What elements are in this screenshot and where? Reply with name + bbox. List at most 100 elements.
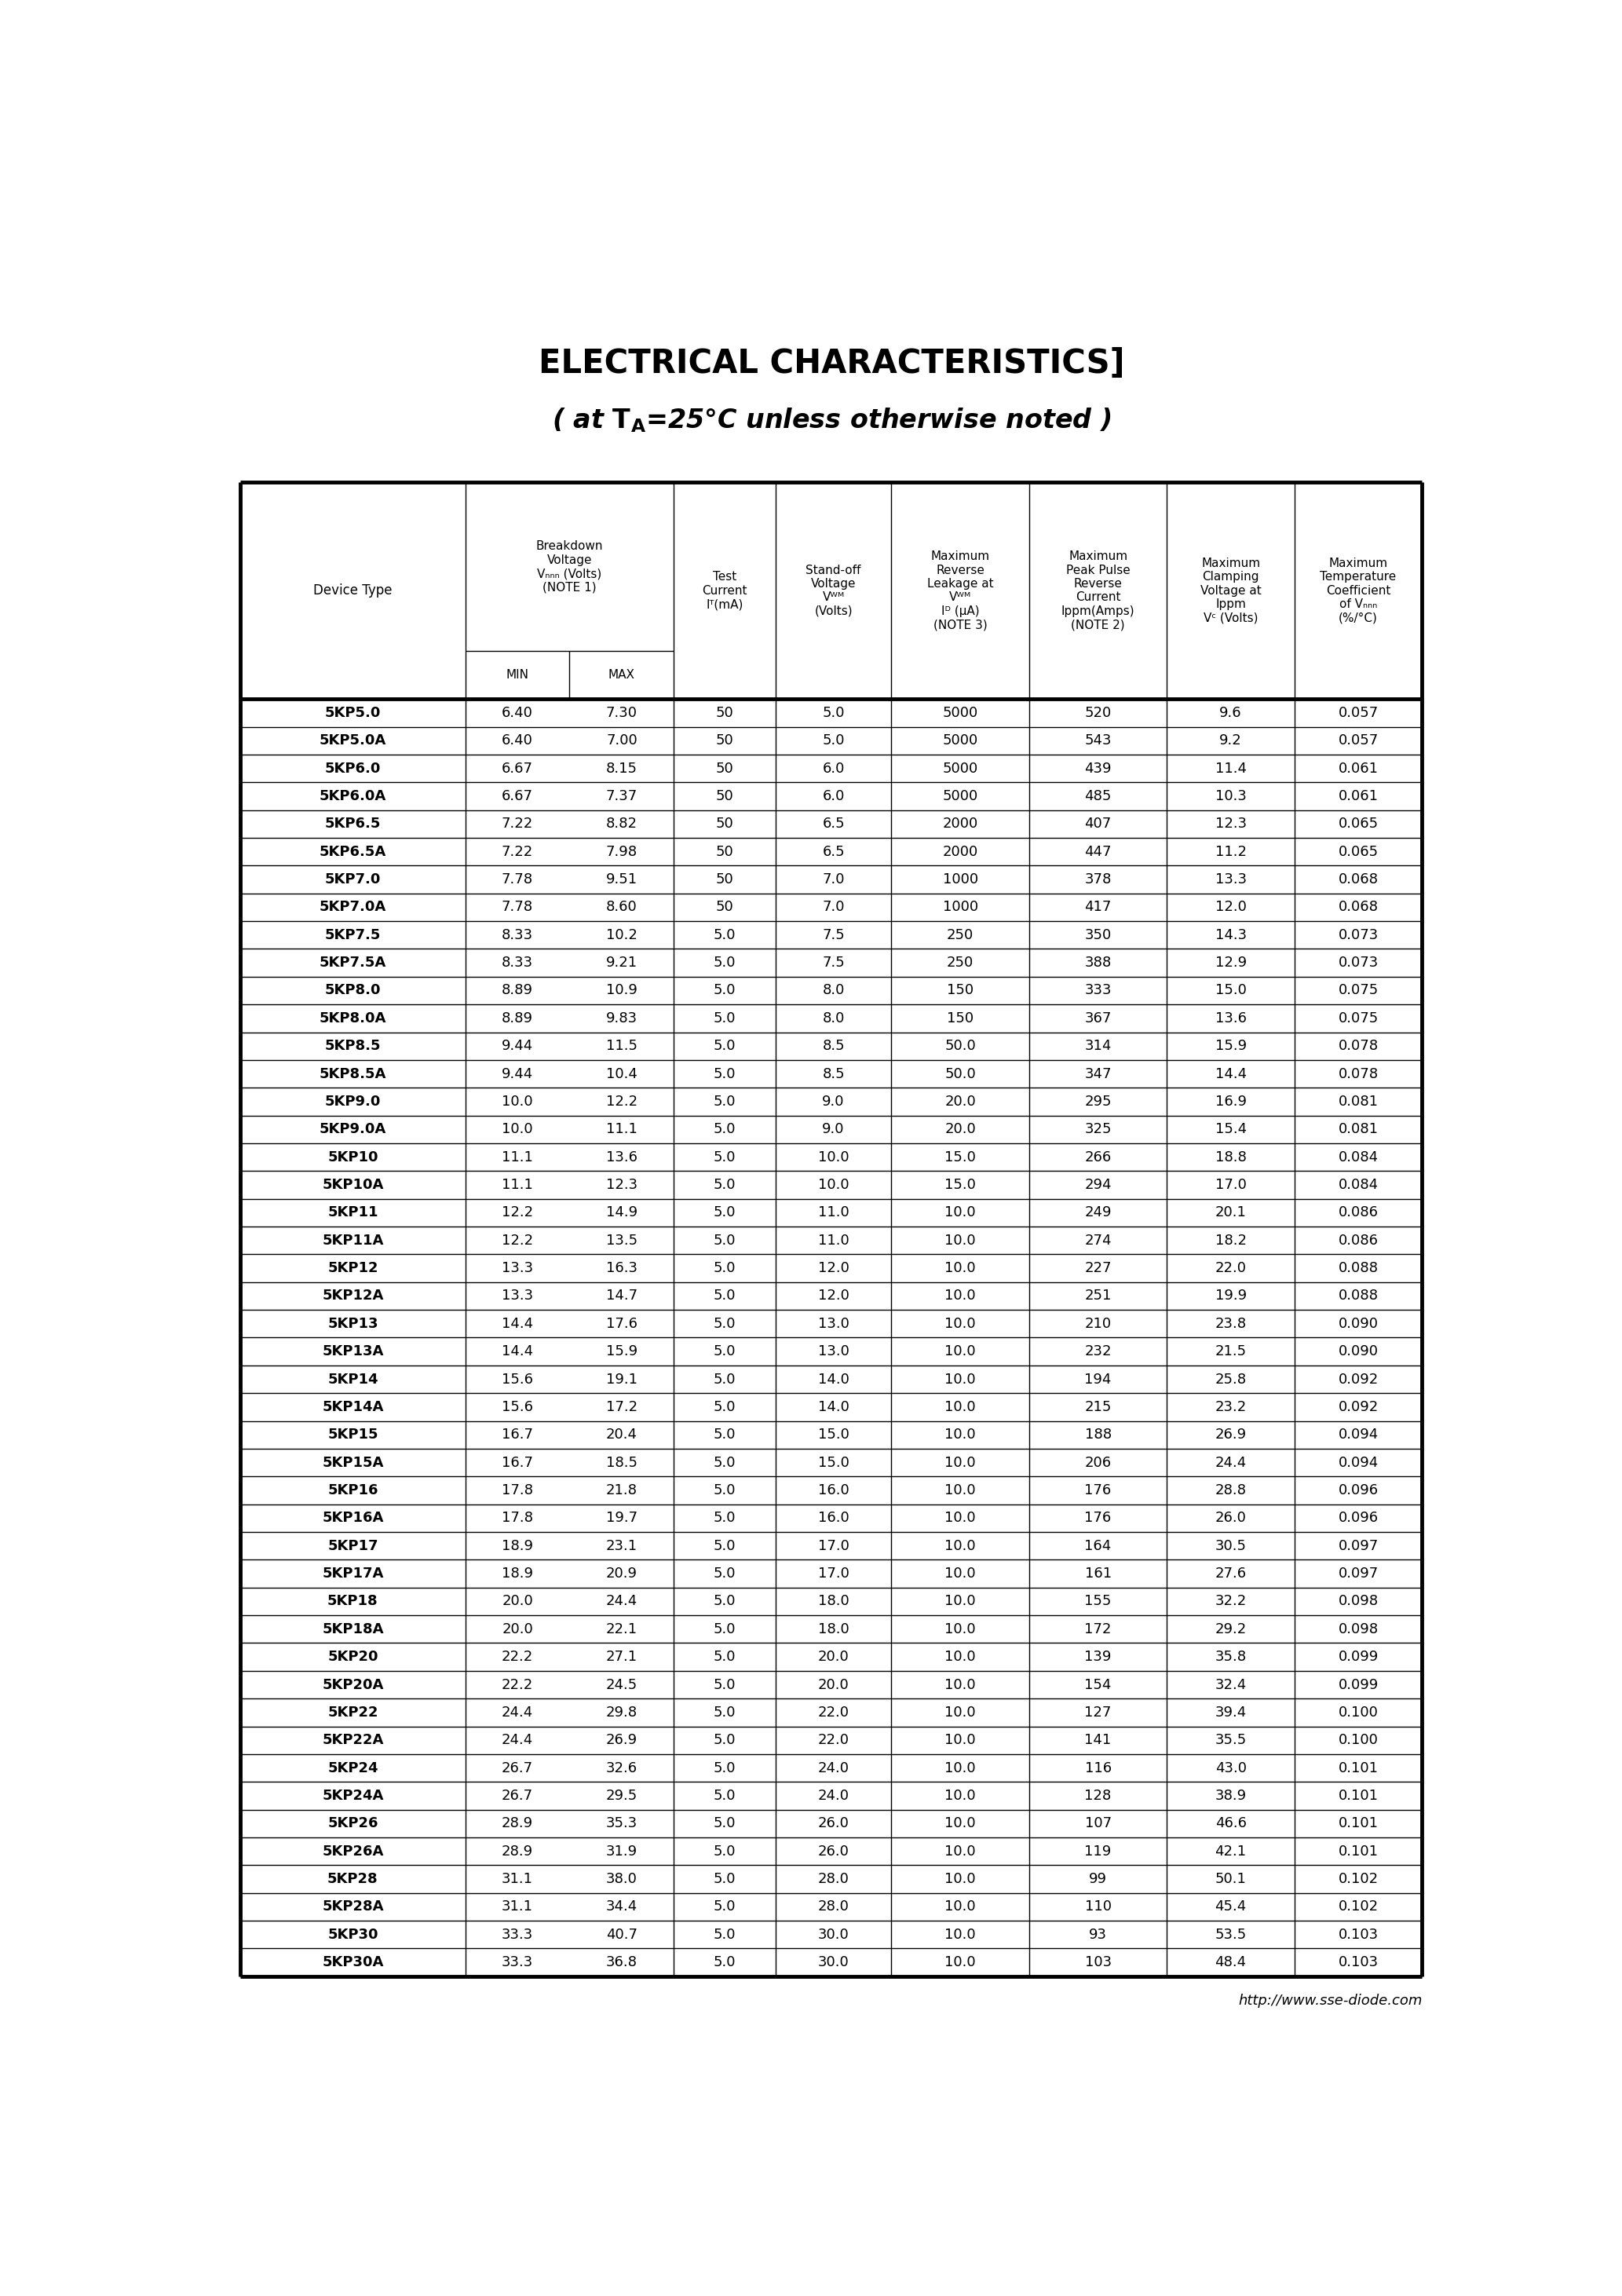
Text: 161: 161	[1085, 1566, 1111, 1580]
Text: 10.0: 10.0	[501, 1123, 534, 1137]
Text: 5KP13: 5KP13	[328, 1316, 378, 1332]
Text: 10.0: 10.0	[944, 1899, 976, 1915]
Text: 13.3: 13.3	[501, 1288, 534, 1304]
Text: 0.092: 0.092	[1338, 1373, 1379, 1387]
Text: 116: 116	[1085, 1761, 1111, 1775]
Text: 13.3: 13.3	[1215, 872, 1246, 886]
Text: 2000: 2000	[942, 845, 978, 859]
Text: 10.0: 10.0	[944, 1316, 976, 1332]
Text: 5.0: 5.0	[714, 1233, 736, 1247]
Text: 50.0: 50.0	[944, 1068, 976, 1081]
Text: 0.098: 0.098	[1338, 1593, 1379, 1609]
Text: 520: 520	[1085, 705, 1111, 721]
Text: Breakdown
Voltage
Vₙₙₙ (Volts)
(NOTE 1): Breakdown Voltage Vₙₙₙ (Volts) (NOTE 1)	[535, 540, 603, 592]
Text: 9.83: 9.83	[607, 1010, 637, 1026]
Text: 0.061: 0.061	[1338, 762, 1379, 776]
Text: 5KP22A: 5KP22A	[323, 1733, 383, 1747]
Text: 164: 164	[1085, 1538, 1111, 1552]
Text: 206: 206	[1085, 1456, 1111, 1469]
Text: 14.4: 14.4	[501, 1316, 534, 1332]
Text: 26.7: 26.7	[501, 1789, 534, 1802]
Text: 543: 543	[1085, 732, 1111, 748]
Text: 7.78: 7.78	[501, 872, 534, 886]
Text: 5KP10A: 5KP10A	[323, 1178, 383, 1192]
Text: 0.068: 0.068	[1338, 900, 1379, 914]
Text: 20.9: 20.9	[607, 1566, 637, 1580]
Text: 5KP28A: 5KP28A	[323, 1899, 384, 1915]
Text: 11.5: 11.5	[607, 1040, 637, 1054]
Text: 5.0: 5.0	[714, 955, 736, 969]
Text: 0.099: 0.099	[1338, 1678, 1379, 1692]
Text: 5KP9.0: 5KP9.0	[324, 1095, 381, 1109]
Text: 14.4: 14.4	[501, 1345, 534, 1359]
Text: 6.40: 6.40	[501, 705, 534, 721]
Text: 29.2: 29.2	[1215, 1621, 1247, 1637]
Text: 13.6: 13.6	[607, 1150, 637, 1164]
Text: 22.0: 22.0	[1215, 1261, 1246, 1274]
Text: 12.3: 12.3	[607, 1178, 637, 1192]
Text: 154: 154	[1085, 1678, 1111, 1692]
Text: 22.0: 22.0	[817, 1733, 850, 1747]
Text: 9.21: 9.21	[607, 955, 637, 969]
Text: 15.0: 15.0	[817, 1456, 848, 1469]
Text: 10.0: 10.0	[944, 1538, 976, 1552]
Text: 5KP15: 5KP15	[328, 1428, 378, 1442]
Text: 25.8: 25.8	[1215, 1373, 1246, 1387]
Text: 0.102: 0.102	[1338, 1899, 1379, 1915]
Text: 14.0: 14.0	[817, 1401, 848, 1414]
Text: 15.0: 15.0	[1215, 983, 1246, 996]
Text: 0.098: 0.098	[1338, 1621, 1379, 1637]
Text: 5KP7.0: 5KP7.0	[324, 872, 381, 886]
Text: 20.0: 20.0	[817, 1678, 848, 1692]
Text: 5KP22: 5KP22	[328, 1706, 378, 1720]
Text: 8.0: 8.0	[822, 1010, 845, 1026]
Text: 7.37: 7.37	[607, 790, 637, 804]
Text: 5.0: 5.0	[714, 1483, 736, 1497]
Text: 325: 325	[1085, 1123, 1111, 1137]
Text: 249: 249	[1085, 1205, 1111, 1219]
Text: 15.0: 15.0	[944, 1178, 976, 1192]
Text: 7.5: 7.5	[822, 955, 845, 969]
Text: 10.3: 10.3	[1215, 790, 1246, 804]
Text: 1000: 1000	[942, 900, 978, 914]
Text: 35.5: 35.5	[1215, 1733, 1247, 1747]
Text: 5.0: 5.0	[714, 1178, 736, 1192]
Text: 150: 150	[947, 1010, 973, 1026]
Text: 5KP28: 5KP28	[328, 1871, 378, 1885]
Text: 5KP18: 5KP18	[328, 1593, 378, 1609]
Text: 19.1: 19.1	[607, 1373, 637, 1387]
Text: 9.0: 9.0	[822, 1095, 845, 1109]
Text: 31.1: 31.1	[501, 1871, 534, 1885]
Text: 5.0: 5.0	[714, 1566, 736, 1580]
Text: 7.22: 7.22	[501, 845, 534, 859]
Text: 5.0: 5.0	[714, 1428, 736, 1442]
Text: 5KP24A: 5KP24A	[323, 1789, 383, 1802]
Text: 5KP11: 5KP11	[328, 1205, 378, 1219]
Text: 5.0: 5.0	[714, 1621, 736, 1637]
Text: 0.096: 0.096	[1338, 1483, 1379, 1497]
Text: 10.0: 10.0	[944, 1288, 976, 1304]
Text: 35.8: 35.8	[1215, 1651, 1246, 1665]
Text: 10.0: 10.0	[944, 1929, 976, 1942]
Text: 5KP6.0: 5KP6.0	[324, 762, 381, 776]
Text: 10.0: 10.0	[944, 1483, 976, 1497]
Text: 5KP20A: 5KP20A	[323, 1678, 383, 1692]
Text: 0.081: 0.081	[1338, 1123, 1379, 1137]
Text: 141: 141	[1085, 1733, 1111, 1747]
Text: 10.0: 10.0	[944, 1345, 976, 1359]
Text: 5KP26A: 5KP26A	[323, 1844, 383, 1857]
Text: 11.1: 11.1	[501, 1150, 534, 1164]
Text: 378: 378	[1085, 872, 1111, 886]
Text: 5.0: 5.0	[714, 1538, 736, 1552]
Text: 50: 50	[715, 790, 733, 804]
Text: 12.3: 12.3	[1215, 817, 1246, 831]
Text: 19.9: 19.9	[1215, 1288, 1246, 1304]
Text: 10.0: 10.0	[944, 1621, 976, 1637]
Text: 0.081: 0.081	[1338, 1095, 1379, 1109]
Text: 0.101: 0.101	[1338, 1761, 1379, 1775]
Text: 10.0: 10.0	[817, 1150, 848, 1164]
Text: 6.5: 6.5	[822, 845, 845, 859]
Text: 20.0: 20.0	[501, 1593, 534, 1609]
Text: 5KP12A: 5KP12A	[323, 1288, 383, 1304]
Text: 5KP6.0A: 5KP6.0A	[320, 790, 386, 804]
